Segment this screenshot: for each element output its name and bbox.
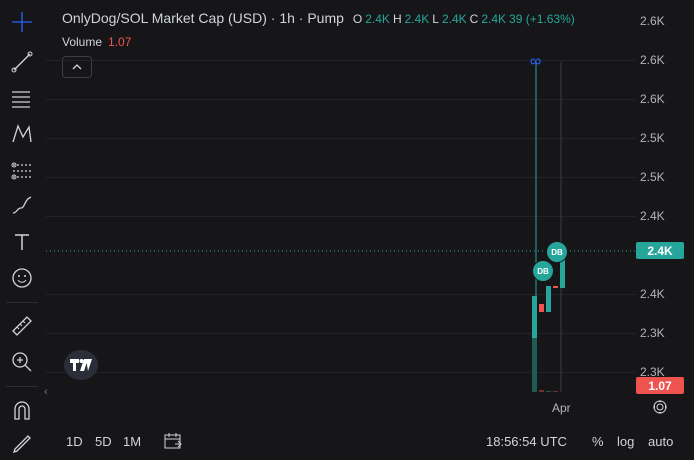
grid-line bbox=[46, 333, 636, 334]
volume-bar bbox=[539, 390, 544, 392]
time-label: Apr bbox=[552, 401, 571, 415]
trend-line-icon[interactable] bbox=[8, 48, 36, 76]
chevron-up-icon bbox=[72, 64, 82, 70]
timeframe-5d-button[interactable]: 5D bbox=[95, 434, 112, 449]
volume-bar bbox=[532, 338, 537, 392]
current-price-label: 2.4K bbox=[636, 242, 684, 259]
infinity-marker[interactable]: ∞ bbox=[530, 53, 542, 70]
time-axis[interactable]: Apr bbox=[46, 396, 636, 422]
price-tick: 2.5K bbox=[640, 170, 665, 184]
db-badge[interactable]: DB bbox=[532, 260, 554, 282]
legend-header: OnlyDog/SOL Market Cap (USD) · 1h · Pump… bbox=[62, 10, 575, 26]
low-key: L bbox=[432, 12, 439, 26]
change-value: 39 (+1.63%) bbox=[509, 12, 575, 26]
drawing-toolbar bbox=[0, 0, 46, 460]
zoom-in-icon[interactable] bbox=[8, 348, 36, 376]
volume-legend[interactable]: Volume 1.07 bbox=[62, 35, 131, 49]
price-tick: 2.3K bbox=[640, 365, 665, 379]
emoji-icon[interactable] bbox=[8, 264, 36, 292]
crosshair-icon[interactable] bbox=[8, 8, 36, 36]
ohlc-values: O 2.4K H 2.4K L 2.4K C 2.4K 39 (+1.63%) bbox=[353, 12, 575, 26]
open-value: 2.4K bbox=[365, 12, 390, 26]
scroll-left-icon[interactable]: ‹ bbox=[44, 386, 48, 398]
volume-bar bbox=[553, 391, 558, 392]
calendar-range-icon[interactable] bbox=[163, 432, 183, 453]
grid-line bbox=[46, 138, 636, 139]
text-icon[interactable] bbox=[8, 228, 36, 256]
brush-icon[interactable] bbox=[8, 192, 36, 220]
high-value: 2.4K bbox=[404, 12, 430, 26]
price-tick: 2.4K bbox=[640, 287, 665, 301]
settings-gear-icon[interactable] bbox=[652, 399, 668, 420]
open-key: O bbox=[352, 12, 363, 26]
candle bbox=[560, 256, 565, 288]
symbol-title[interactable]: OnlyDog/SOL Market Cap (USD) · 1h · Pump bbox=[62, 10, 344, 26]
percent-scale-button[interactable]: % bbox=[592, 434, 604, 449]
volume-bar bbox=[546, 391, 551, 392]
price-tick: 2.6K bbox=[640, 14, 665, 28]
volume-price-label: 1.07 bbox=[636, 377, 684, 394]
log-scale-button[interactable]: log bbox=[617, 434, 635, 449]
grid-line bbox=[46, 99, 636, 100]
volume-label: Volume bbox=[62, 35, 103, 49]
price-tick: 2.6K bbox=[640, 53, 665, 67]
volume-value: 1.07 bbox=[108, 35, 132, 49]
low-value: 2.4K bbox=[441, 12, 467, 26]
magnet-icon[interactable] bbox=[8, 396, 36, 424]
high-key: H bbox=[392, 12, 402, 26]
toolbar-divider bbox=[6, 302, 38, 303]
candlestick-chart[interactable] bbox=[46, 0, 636, 396]
ruler-icon[interactable] bbox=[8, 312, 36, 340]
price-tick: 2.4K bbox=[640, 209, 665, 223]
bottom-toolbar: 1D 5D 1M 18:56:54 UTC % log auto bbox=[46, 426, 694, 460]
tradingview-logo-icon bbox=[70, 359, 92, 371]
timeframe-1m-button[interactable]: 1M bbox=[123, 434, 142, 449]
close-key: C bbox=[469, 12, 479, 26]
price-tick: 2.5K bbox=[640, 131, 665, 145]
fib-lines-icon[interactable] bbox=[8, 84, 36, 112]
auto-scale-button[interactable]: auto bbox=[648, 434, 674, 449]
db-badge[interactable]: DB bbox=[546, 241, 568, 263]
tradingview-logo[interactable] bbox=[64, 350, 98, 380]
utc-clock[interactable]: 18:56:54 UTC bbox=[486, 434, 567, 449]
grid-line bbox=[46, 60, 636, 61]
close-value: 2.4K bbox=[481, 12, 507, 26]
collapse-legend-button[interactable] bbox=[62, 56, 92, 78]
grid-line bbox=[46, 216, 636, 217]
grid-line bbox=[46, 372, 636, 373]
candle bbox=[553, 286, 558, 288]
pencil-icon[interactable] bbox=[8, 430, 36, 458]
pattern-icon[interactable] bbox=[8, 120, 36, 148]
grid-line bbox=[46, 294, 636, 295]
timeframe-1d-button[interactable]: 1D bbox=[66, 434, 83, 449]
toolbar-divider bbox=[6, 386, 38, 387]
candle bbox=[539, 304, 544, 312]
price-tick: 2.3K bbox=[640, 326, 665, 340]
measure-lines-icon[interactable] bbox=[8, 156, 36, 184]
price-tick: 2.6K bbox=[640, 92, 665, 106]
grid-line bbox=[46, 177, 636, 178]
candle bbox=[546, 286, 551, 312]
